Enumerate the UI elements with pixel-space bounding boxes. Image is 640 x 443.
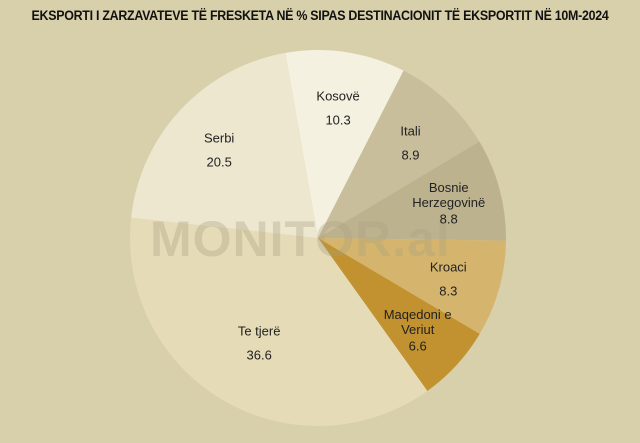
pie-slice: [318, 70, 480, 238]
slice-value: 8.9: [401, 147, 420, 163]
slice-label: Itali: [400, 123, 421, 139]
slice-value: 6.6: [408, 338, 427, 354]
slice-label: Bosnie Herzegovinë: [412, 179, 486, 210]
slice-label: Serbi: [203, 130, 235, 145]
slice-label: Te tjerë: [237, 323, 281, 339]
slice-label: Maqedoni e Veriut: [383, 306, 452, 337]
slice-value: 10.3: [325, 112, 351, 128]
pie-slice: [318, 238, 506, 334]
pie-slice: [130, 217, 428, 426]
pie-slice: [131, 52, 318, 239]
pie-slice: [285, 50, 404, 239]
slice-value: 8.3: [439, 283, 458, 299]
watermark: MONITOR.al: [150, 211, 451, 267]
slice-value: 36.6: [246, 347, 272, 363]
pie-slice: [318, 141, 506, 241]
slice-label: Kroaci: [429, 259, 467, 275]
slice-label: Kosovë: [316, 88, 360, 104]
chart-title: EKSPORTI I ZARZAVATEVE TË FRESKETA NË % …: [31, 8, 609, 23]
pie-slice: [318, 238, 480, 391]
slice-value: 8.8: [439, 211, 458, 227]
slice-value: 20.5: [206, 154, 232, 169]
